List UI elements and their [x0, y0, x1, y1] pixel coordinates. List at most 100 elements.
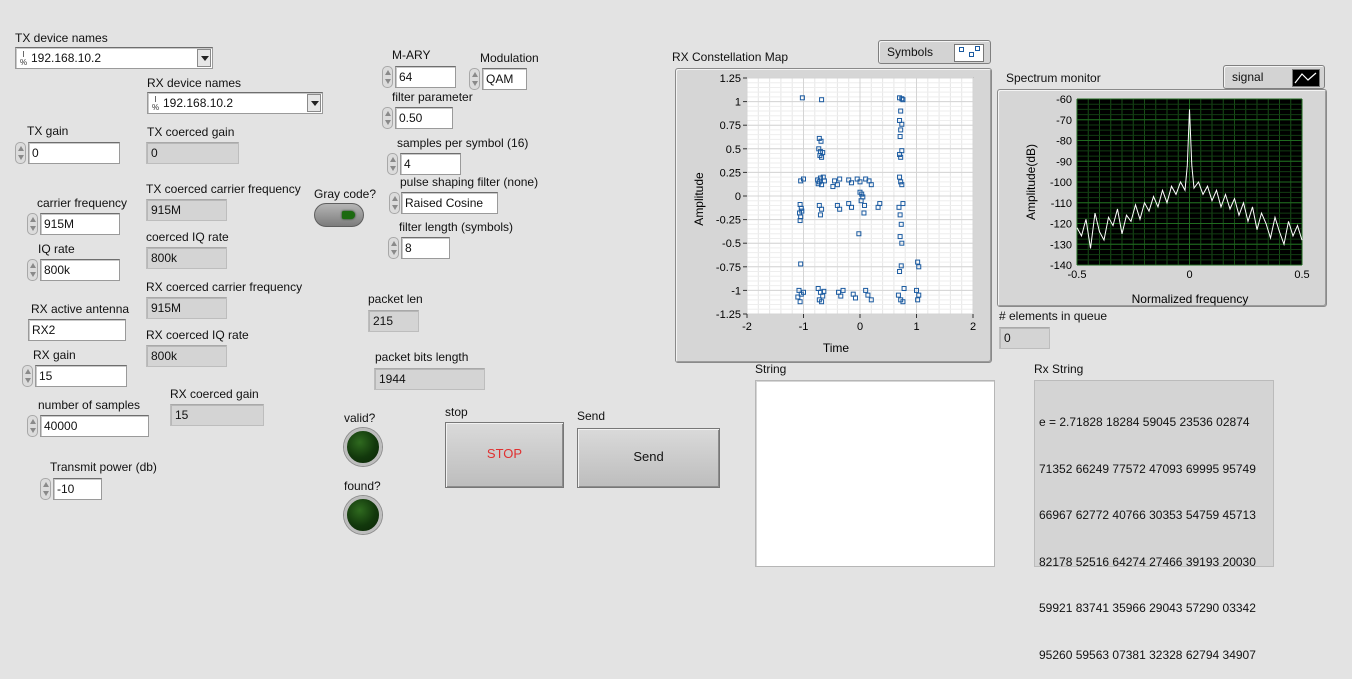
- samples-per-symbol-stepper[interactable]: [387, 153, 398, 175]
- m-ary-input[interactable]: 64: [395, 66, 456, 88]
- filter-parameter-input[interactable]: 0.50: [395, 107, 453, 129]
- constellation-graph-panel: 1.25 1 0.75 0.5 0.25 0 -0.25 -0.5 -0.75 -1 -1.25 -2…: [675, 68, 992, 363]
- rx-coerced-gain-indicator: 15: [170, 404, 264, 426]
- io-icon: I%: [19, 49, 28, 67]
- constellation-point: [820, 150, 826, 156]
- constellation-y-tick: -1.25: [716, 309, 741, 321]
- rx-device-name-combobox[interactable]: I% 192.168.10.2: [147, 92, 323, 114]
- constellation-point: [801, 176, 806, 182]
- constellation-point: [849, 180, 855, 186]
- send-button[interactable]: Send: [577, 428, 720, 488]
- constellation-point: [852, 295, 858, 301]
- constellation-point: [896, 204, 902, 210]
- rx-coerced-iq-rate-label: RX coerced IQ rate: [146, 328, 249, 342]
- tx-device-name-value: 192.168.10.2: [31, 51, 102, 65]
- chevron-down-icon[interactable]: [307, 94, 321, 112]
- constellation-point: [863, 287, 869, 293]
- samples-per-symbol-input[interactable]: 4: [400, 153, 461, 175]
- constellation-point: [798, 205, 804, 211]
- constellation-point: [837, 176, 843, 182]
- rx-coerced-iq-rate-indicator: 800k: [146, 345, 227, 367]
- tx-gain-input[interactable]: 0: [28, 142, 120, 164]
- constellation-title: RX Constellation Map: [672, 50, 789, 64]
- constellation-point: [899, 96, 905, 102]
- string-input[interactable]: [755, 380, 995, 567]
- rx-string-indicator: e = 2.71828 18284 59045 23536 02874 7135…: [1034, 380, 1274, 662]
- spectrum-x-tick: 0.5: [1294, 269, 1309, 281]
- filter-length-label: filter length (symbols): [399, 220, 514, 234]
- constellation-y-tick: -0.25: [716, 215, 741, 227]
- constellation-point: [819, 154, 825, 160]
- spectrum-x-tick: 0: [1186, 269, 1192, 281]
- constellation-point: [897, 174, 903, 180]
- constellation-xlabel: Time: [823, 341, 850, 355]
- valid-led: [344, 428, 382, 466]
- carrier-frequency-input[interactable]: 915M: [40, 213, 120, 235]
- constellation-point: [799, 208, 805, 214]
- constellation-point: [795, 294, 801, 300]
- scatter-plot-icon: [954, 44, 984, 62]
- constellation-point: [819, 299, 825, 305]
- number-of-samples-stepper[interactable]: [27, 415, 38, 437]
- m-ary-stepper[interactable]: [382, 66, 393, 88]
- modulation-select[interactable]: QAM: [482, 68, 527, 90]
- constellation-point: [900, 97, 906, 103]
- constellation-point: [898, 263, 904, 269]
- stop-button[interactable]: STOP: [445, 422, 564, 488]
- constellation-point: [819, 97, 825, 103]
- constellation-point: [856, 231, 862, 237]
- constellation-y-tick: -0.5: [722, 238, 741, 250]
- string-label: String: [755, 362, 787, 376]
- rx-device-names-label: RX device names: [147, 76, 242, 90]
- rx-gain-input[interactable]: 15: [35, 365, 127, 387]
- rx-active-antenna-input[interactable]: RX2: [28, 319, 126, 341]
- rx-coerced-carrier-label: RX coerced carrier frequency: [146, 280, 303, 294]
- pulse-shaping-filter-stepper[interactable]: [389, 192, 400, 214]
- transmit-power-stepper[interactable]: [40, 478, 51, 500]
- rx-device-name-value: 192.168.10.2: [163, 96, 234, 110]
- spectrum-y-tick: -70: [1056, 115, 1072, 127]
- constellation-x-tick: 0: [857, 321, 863, 333]
- constellation-legend[interactable]: Symbols: [878, 40, 991, 64]
- constellation-point: [817, 175, 823, 181]
- constellation-point: [899, 240, 905, 246]
- iq-rate-stepper[interactable]: [27, 259, 38, 281]
- rx-active-antenna-label: RX active antenna: [31, 302, 130, 316]
- tx-gain-stepper[interactable]: [15, 142, 26, 164]
- constellation-point: [821, 178, 827, 184]
- iq-rate-input[interactable]: 800k: [40, 259, 120, 281]
- rx-coerced-carrier-indicator: 915M: [146, 297, 227, 319]
- constellation-point: [797, 299, 803, 305]
- constellation-point: [840, 287, 846, 293]
- constellation-point: [832, 178, 838, 184]
- constellation-x-tick: 1: [913, 321, 919, 333]
- packet-bits-length-label: packet bits length: [375, 350, 469, 364]
- spectrum-legend[interactable]: signal: [1223, 65, 1325, 89]
- filter-length-stepper[interactable]: [388, 237, 399, 259]
- gray-code-toggle[interactable]: [314, 203, 364, 227]
- spectrum-y-tick: -90: [1056, 156, 1072, 168]
- constellation-point: [820, 293, 826, 299]
- pulse-shaping-filter-select[interactable]: Raised Cosine: [401, 192, 498, 214]
- number-of-samples-input[interactable]: 40000: [40, 415, 149, 437]
- spectrum-y-tick: -80: [1056, 136, 1072, 148]
- constellation-point: [818, 138, 824, 144]
- constellation-point: [898, 127, 904, 133]
- queue-indicator: 0: [999, 327, 1050, 349]
- rx-gain-stepper[interactable]: [22, 365, 33, 387]
- filter-length-input[interactable]: 8: [401, 237, 450, 259]
- filter-parameter-stepper[interactable]: [382, 107, 393, 129]
- gray-code-label: Gray code?: [314, 187, 377, 201]
- constellation-x-tick: -1: [799, 321, 809, 333]
- m-ary-label: M-ARY: [392, 48, 431, 62]
- transmit-power-input[interactable]: -10: [53, 478, 102, 500]
- rx-string-line: 66967 62772 40766 30353 54759 45713: [1039, 508, 1256, 522]
- spectrum-xlabel: Normalized frequency: [1132, 292, 1249, 306]
- modulation-stepper[interactable]: [469, 68, 480, 90]
- tx-device-name-combobox[interactable]: I% 192.168.10.2: [15, 47, 213, 69]
- chevron-down-icon[interactable]: [197, 49, 211, 67]
- carrier-frequency-stepper[interactable]: [27, 213, 38, 235]
- constellation-point: [819, 206, 825, 212]
- stop-caption: stop: [445, 405, 468, 419]
- spectrum-ylabel: Amplitude(dB): [1024, 144, 1038, 220]
